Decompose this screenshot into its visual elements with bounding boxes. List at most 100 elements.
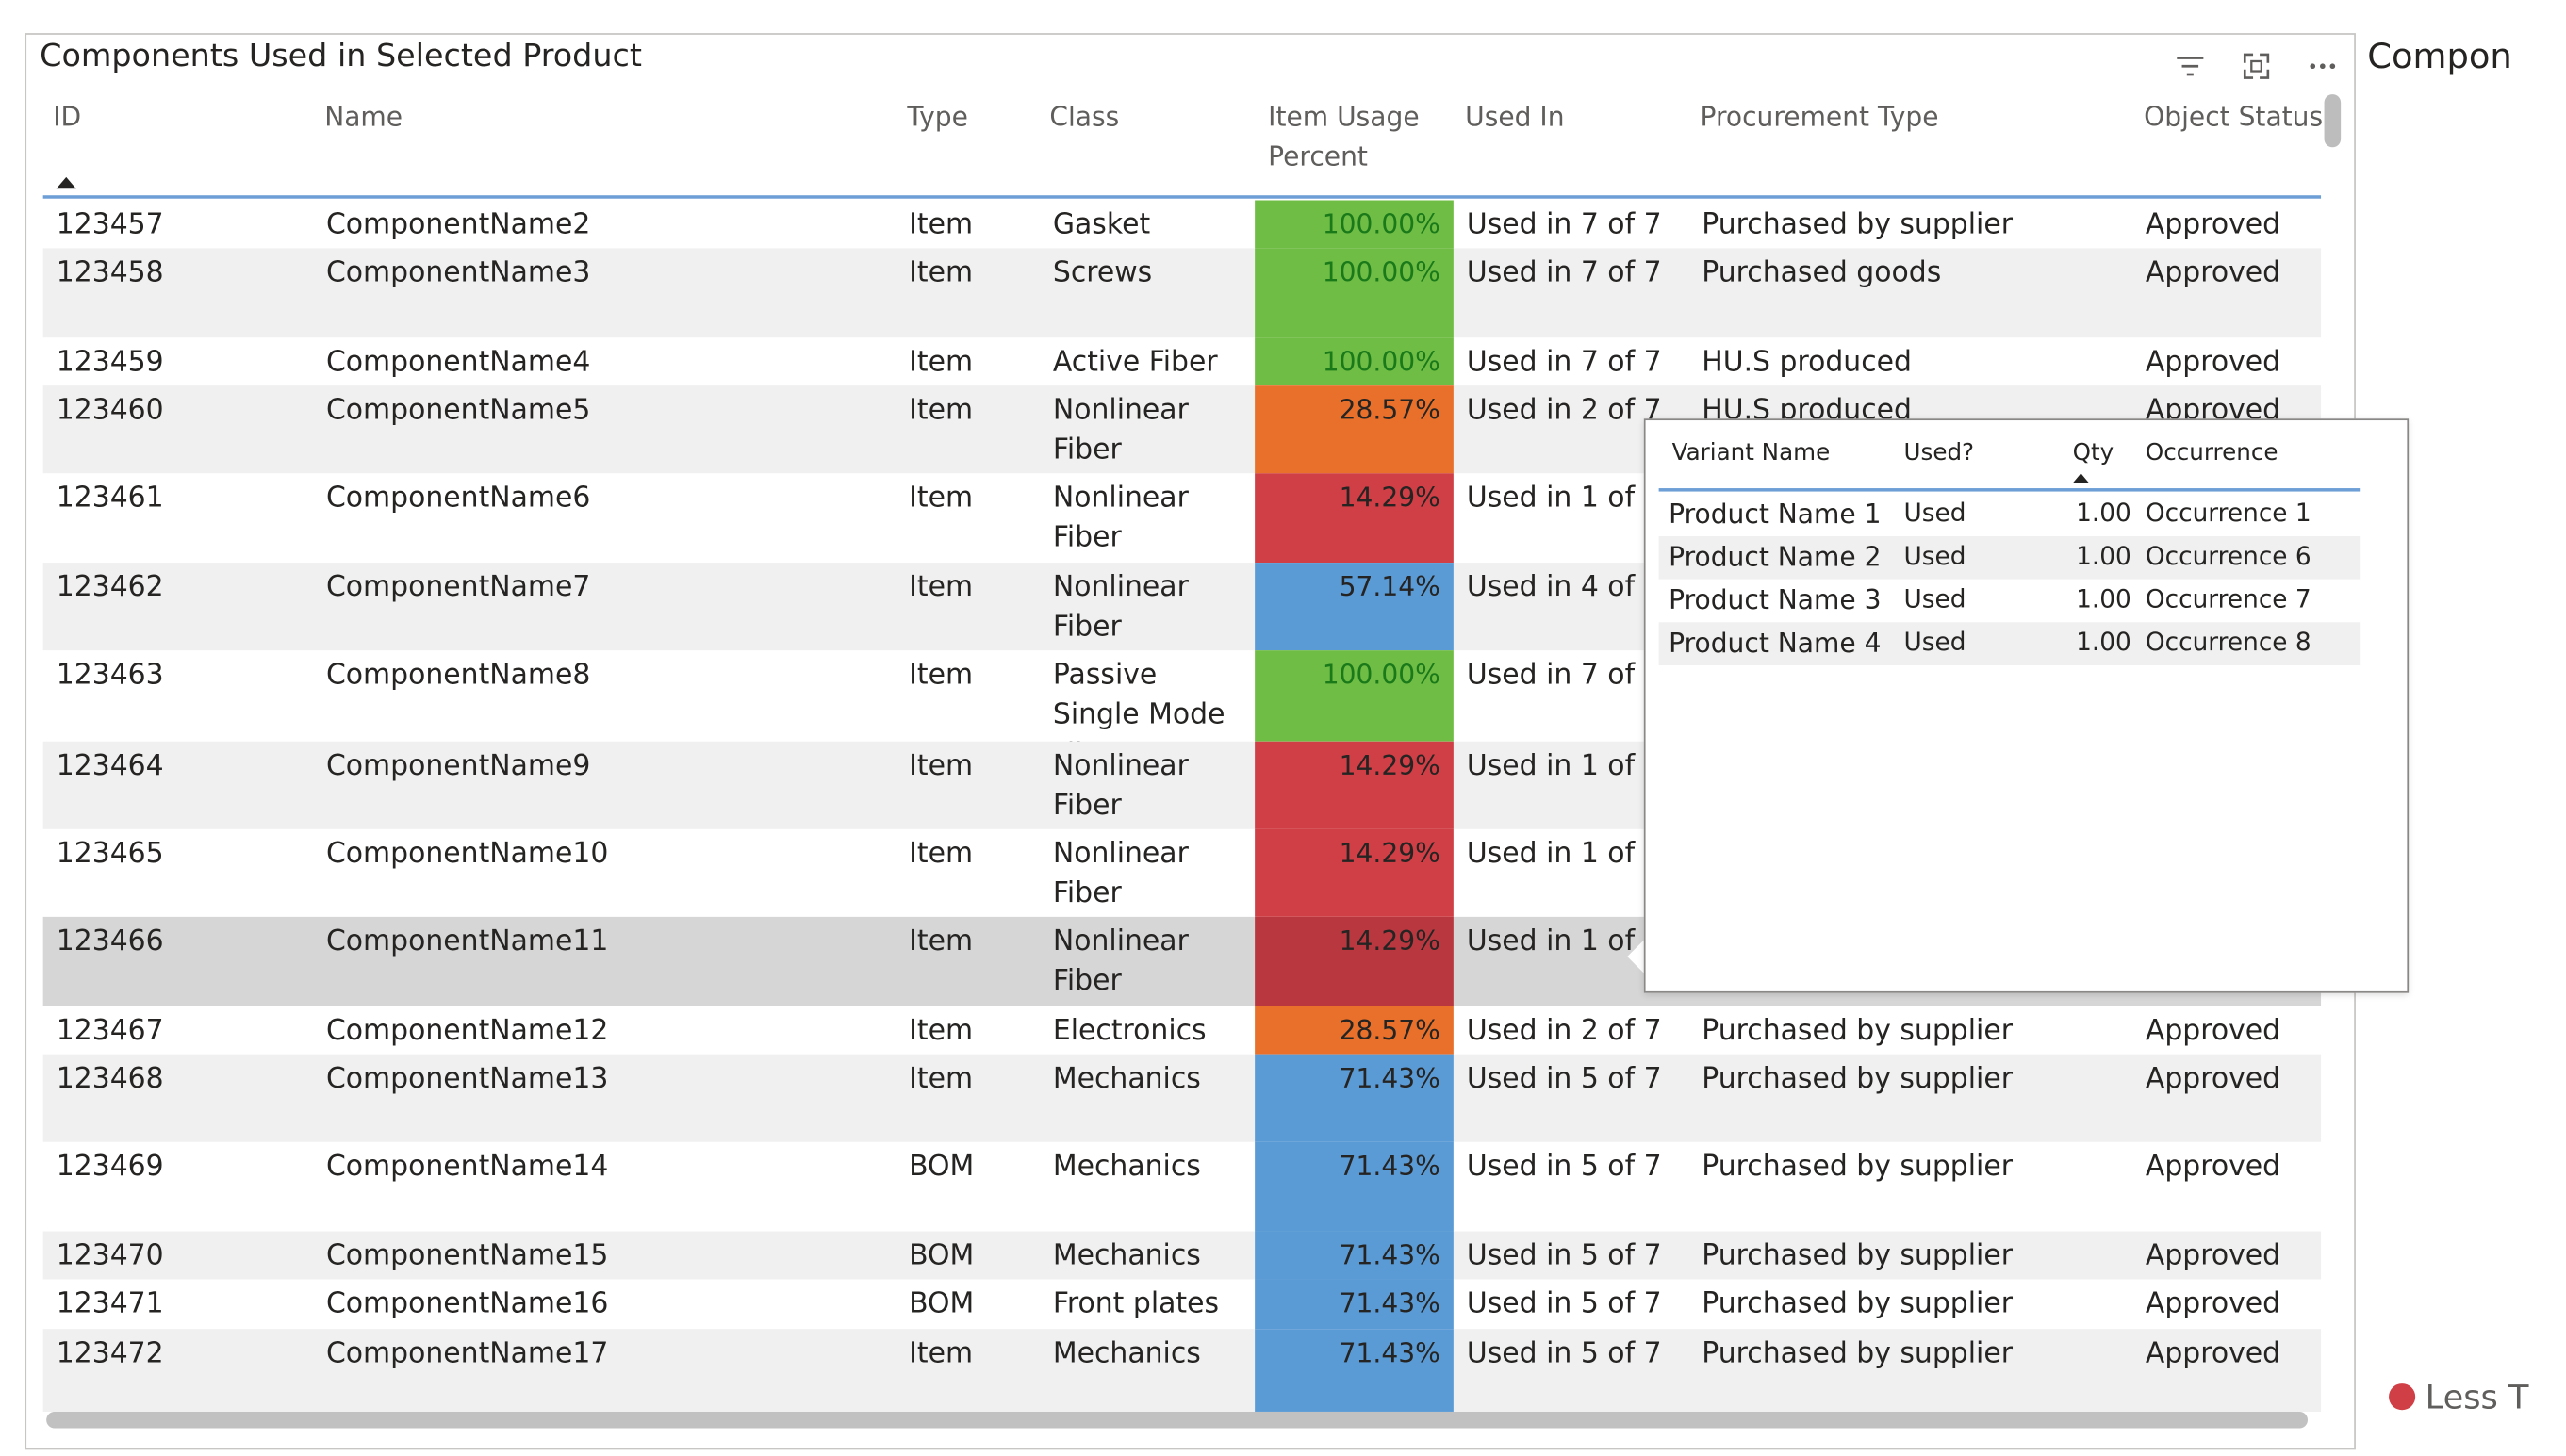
cell-id: 123457 (56, 208, 164, 242)
cell-used-in: Used in 1 of 7 (1466, 837, 1662, 871)
table-row[interactable]: 123458 ComponentName3 Item Screws Used in 7 … (42, 248, 2322, 338)
tooltip-cell-occurrence: Occurrence 7 (2145, 583, 2311, 614)
cell-usage-percent: 71.43% (1255, 1054, 1454, 1142)
filter-icon[interactable] (2172, 48, 2209, 85)
legend-label[interactable]: Less T (2425, 1377, 2529, 1417)
tooltip-cell-used: Used (1903, 498, 1966, 529)
cell-class: Front plates (1052, 1287, 1220, 1321)
cell-class: Mechanics (1052, 1336, 1201, 1371)
cell-used-in: Used in 7 of 7 (1466, 346, 1662, 380)
tooltip-cell-qty: 1.00 (2076, 583, 2131, 614)
cell-usage-percent: 14.29% (1255, 473, 1454, 564)
cell-usage-percent: 71.43% (1255, 1279, 1454, 1330)
cell-usage-percent: 14.29% (1255, 916, 1454, 1006)
cell-name: ComponentName9 (325, 749, 591, 783)
table-row[interactable]: 123457 ComponentName2 Item Gasket Used in 7 … (43, 200, 2321, 249)
cell-status: Approved (2145, 1014, 2281, 1048)
cell-type: Item (909, 1336, 974, 1371)
cell-type: Item (909, 658, 974, 693)
tooltip-row: Product Name 1 Used 1.00 Occurrence 1 (1659, 493, 2361, 536)
column-header-status[interactable]: Object Status (2144, 101, 2324, 133)
cell-type: Item (909, 570, 974, 604)
cell-name: ComponentName6 (325, 482, 591, 515)
table-row[interactable]: 123463 ComponentName8 Item Passive Single M… (43, 650, 2321, 771)
cell-type: Item (909, 208, 974, 242)
table-row[interactable]: 123471 ComponentName16 BOM Front plates Used… (43, 1279, 2321, 1330)
tooltip-cell-qty: 1.00 (2076, 498, 2131, 529)
cell-type: Item (909, 393, 974, 428)
cell-type: Item (909, 256, 974, 290)
tooltip-header-qty: Qty (2072, 440, 2114, 467)
focus-mode-icon[interactable] (2238, 48, 2275, 85)
table-row[interactable]: 123465 ComponentName10 Item Nonlinear Fiber… (43, 828, 2321, 917)
column-header-class[interactable]: Class (1049, 101, 1120, 133)
cell-type: Item (909, 924, 974, 958)
cell-type: Item (909, 749, 974, 783)
cell-name: ComponentName4 (325, 346, 591, 380)
cell-status: Approved (2145, 256, 2281, 290)
tooltip-cell-occurrence: Occurrence 1 (2145, 498, 2311, 529)
table-header: ID Name Type Class Item Usage Percent Us… (26, 98, 2327, 197)
column-header-id[interactable]: ID (53, 101, 82, 133)
tooltip-row: Product Name 4 Used 1.00 Occurrence 8 (1658, 622, 2361, 665)
cell-type: Item (909, 1014, 974, 1048)
cell-procurement: Purchased by supplier (1702, 1336, 2014, 1371)
cell-used-in: Used in 7 of 7 (1466, 256, 1662, 290)
cell-class: Nonlinear Fiber (1052, 749, 1189, 823)
table-row[interactable]: 123470 ComponentName15 BOM Mechanics Used in… (42, 1231, 2322, 1280)
table-row[interactable]: 123461 ComponentName6 Item Nonlinear Fiber U… (43, 473, 2321, 564)
table-row[interactable]: 123469 ComponentName14 BOM Mechanics Used in… (43, 1141, 2321, 1232)
column-header-type[interactable]: Type (907, 101, 968, 133)
cell-usage-percent: 71.43% (1255, 1231, 1454, 1280)
table-row[interactable]: 123472 ComponentName17 Item Mechanics Used i… (42, 1329, 2322, 1412)
cell-class: Nonlinear Fiber (1052, 924, 1189, 998)
tooltip-cell-qty: 1.00 (2076, 541, 2131, 571)
tooltip-header-occurrence: Occurrence (2145, 440, 2278, 467)
cell-id: 123458 (56, 256, 164, 290)
column-header-name[interactable]: Name (324, 101, 403, 133)
table-row[interactable]: 123459 ComponentName4 Item Active Fiber Used… (43, 337, 2321, 386)
cell-name: ComponentName14 (325, 1150, 609, 1184)
cell-procurement: Purchased goods (1702, 256, 1942, 290)
tooltip-cell-variant: Product Name 3 (1669, 583, 1882, 616)
cell-id: 123469 (56, 1150, 164, 1184)
tooltip-cell-used: Used (1903, 627, 1966, 658)
vertical-scrollbar[interactable] (2324, 94, 2342, 148)
cell-class: Screws (1052, 256, 1153, 290)
cell-status: Approved (2145, 1062, 2281, 1096)
cell-used-in: Used in 1 of 7 (1466, 749, 1662, 783)
cell-type: BOM (909, 1239, 975, 1273)
cell-used-in: Used in 5 of 7 (1466, 1150, 1662, 1184)
tooltip-cell-occurrence: Occurrence 8 (2145, 627, 2311, 658)
cell-used-in: Used in 7 of 7 (1466, 658, 1662, 693)
cell-name: ComponentName15 (325, 1239, 609, 1273)
cell-name: ComponentName12 (325, 1014, 609, 1048)
column-header-procurement[interactable]: Procurement Type (1700, 101, 1939, 133)
variant-tooltip: Variant Name Used? Qty Occurrence Produc… (1643, 418, 2410, 993)
cell-id: 123461 (56, 482, 164, 515)
cell-status: Approved (2145, 1336, 2281, 1371)
cell-usage-percent: 100.00% (1255, 650, 1454, 742)
cell-id: 123463 (56, 658, 164, 693)
column-header-used-in[interactable]: Used In (1465, 101, 1565, 133)
horizontal-scrollbar[interactable] (46, 1411, 2309, 1429)
header-divider (42, 195, 2322, 199)
cell-id: 123466 (56, 924, 164, 958)
cell-class: Nonlinear Fiber (1052, 837, 1189, 910)
cell-usage-percent: 100.00% (1255, 200, 1454, 249)
table-row[interactable]: 123468 ComponentName13 Item Mechanics Used i… (42, 1054, 2322, 1142)
column-header-usage[interactable]: Item Usage Percent (1268, 101, 1420, 172)
cell-usage-percent: 71.43% (1255, 1141, 1454, 1232)
cell-class: Mechanics (1052, 1239, 1201, 1273)
table-row[interactable]: 123467 ComponentName12 Item Electronics Used… (43, 1006, 2321, 1055)
cell-id: 123468 (56, 1062, 164, 1096)
cell-id: 123460 (56, 393, 164, 428)
tooltip-cell-variant: Product Name 2 (1669, 541, 1882, 573)
cell-id: 123470 (56, 1239, 164, 1273)
cell-type: BOM (909, 1287, 975, 1321)
cell-id: 123471 (56, 1287, 164, 1321)
cell-usage-percent: 14.29% (1255, 828, 1454, 917)
tooltip-cell-used: Used (1903, 541, 1966, 571)
tooltip-cell-used: Used (1903, 583, 1966, 614)
more-options-icon[interactable] (2304, 48, 2341, 85)
